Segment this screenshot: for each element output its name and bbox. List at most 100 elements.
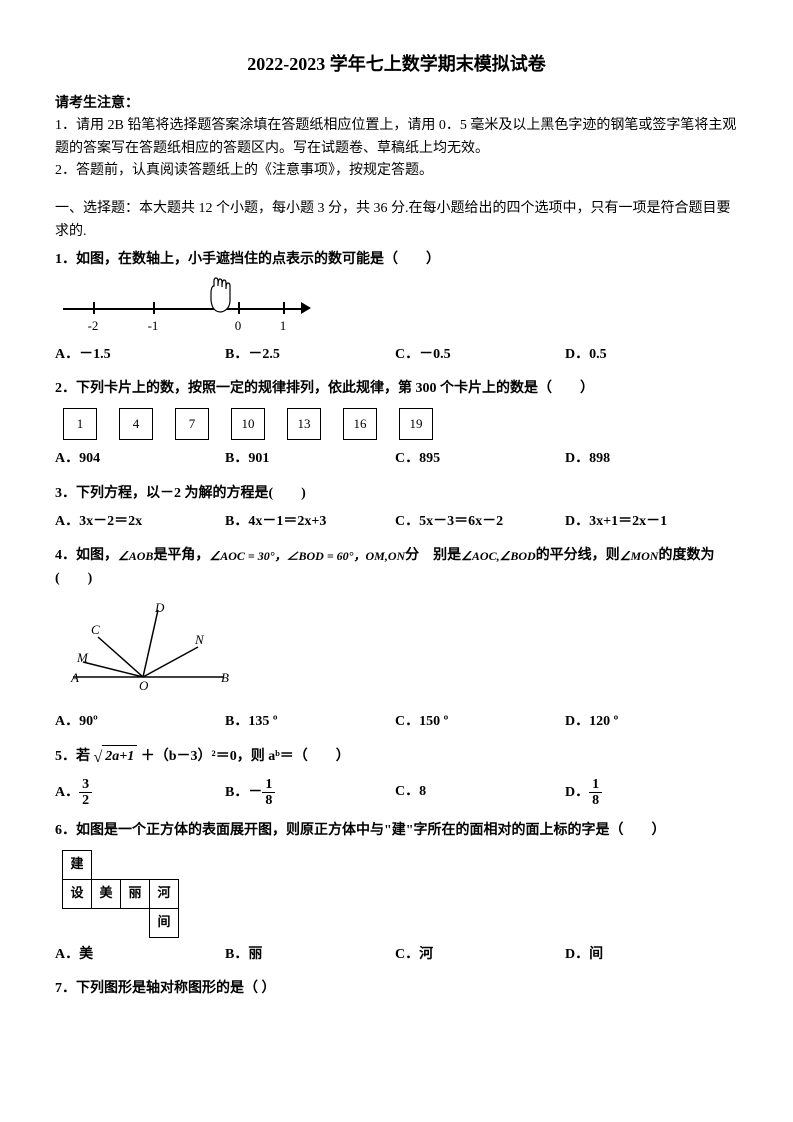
net-cell: 间 <box>149 908 179 938</box>
q4-options: A．90º B．135 º C．150 º D．120 º <box>55 711 738 733</box>
option-a: A．－1.5 <box>55 344 225 366</box>
cube-net: 建 设 美 丽 河 间 <box>63 851 738 938</box>
option-a: A．美 <box>55 944 225 966</box>
option-d: D．18 <box>565 777 735 809</box>
option-b: B．4x－1＝2x+3 <box>225 511 395 533</box>
option-c: C．－0.5 <box>395 344 565 366</box>
fraction: 32 <box>79 777 92 809</box>
card: 10 <box>231 408 265 440</box>
card-row: 1 4 7 10 13 16 19 <box>63 408 738 440</box>
option-d: D．120 º <box>565 711 735 733</box>
opt-a-pre: A． <box>55 785 79 800</box>
tick <box>93 302 95 314</box>
label-N: N <box>194 632 205 647</box>
option-c: C．河 <box>395 944 565 966</box>
option-c: C．8 <box>395 781 565 803</box>
numerator: 1 <box>262 777 275 793</box>
angle-mon: ∠MON <box>620 549 659 563</box>
q7-text: 7．下列图形是轴对称图形的是（ ） <box>55 978 738 1000</box>
tick-label: 1 <box>280 316 287 337</box>
fraction: 18 <box>262 777 275 809</box>
angle-aoc-bod-text: ∠AOC = 30°，∠BOD = 60°，OM,ON <box>209 549 405 563</box>
q5-pre: 5．若 <box>55 749 90 764</box>
tick <box>153 302 155 314</box>
label-O: O <box>139 678 149 692</box>
net-cell-blank <box>62 908 92 938</box>
question-3: 3．下列方程，以－2 为解的方程是( ) A．3x－2＝2x B．4x－1＝2x… <box>55 483 738 534</box>
denominator: 2 <box>79 793 92 808</box>
opt-b-pre: B．－ <box>225 785 262 800</box>
tick <box>283 302 285 314</box>
net-cell-blank <box>91 908 121 938</box>
label-B: B <box>221 670 229 685</box>
sqrt-icon: √ <box>94 745 103 771</box>
numerator: 3 <box>79 777 92 793</box>
net-cell: 美 <box>91 879 121 909</box>
net-cell: 建 <box>62 850 92 880</box>
section-1-head: 一、选择题：本大题共 12 个小题，每小题 3 分，共 36 分.在每小题给出的… <box>55 198 738 243</box>
tick-label: -1 <box>148 316 159 337</box>
question-6: 6．如图是一个正方体的表面展开图，则原正方体中与"建"字所在的面相对的面上标的字… <box>55 820 738 966</box>
option-a: A．90º <box>55 711 225 733</box>
notice-head: 请考生注意： <box>55 93 738 115</box>
q4-text: 4．如图，∠AOB是平角，∠AOC = 30°，∠BOD = 60°，OM,ON… <box>55 545 738 590</box>
q4-mid2: 分 别是 <box>405 548 461 563</box>
card: 1 <box>63 408 97 440</box>
option-a: A．904 <box>55 448 225 470</box>
option-a: A．3x－2＝2x <box>55 511 225 533</box>
q4-mid3: 的平分线，则 <box>536 548 620 563</box>
notice-line-1: 1．请用 2B 铅笔将选择题答案涂填在答题纸相应位置上，请用 0．5 毫米及以上… <box>55 115 738 160</box>
numline-axis <box>63 308 303 310</box>
option-a: A．32 <box>55 777 225 809</box>
q5-text: 5．若 √2a+1 ＋（b－3）²＝0，则 aᵇ＝（ ） <box>55 745 738 771</box>
notice-line-2: 2．答题前，认真阅读答题纸上的《注意事项》，按规定答题。 <box>55 160 738 182</box>
sqrt-content: 2a+1 <box>102 745 137 768</box>
q2-options: A．904 B．901 C．895 D．898 <box>55 448 738 470</box>
question-1: 1．如图，在数轴上，小手遮挡住的点表示的数可能是（ ） -2 -1 0 1 A．… <box>55 249 738 366</box>
question-2: 2．下列卡片上的数，按照一定的规律排列，依此规律，第 300 个卡片上的数是（ … <box>55 378 738 471</box>
card: 4 <box>119 408 153 440</box>
notice-block: 请考生注意： 1．请用 2B 铅笔将选择题答案涂填在答题纸相应位置上，请用 0．… <box>55 93 738 183</box>
question-7: 7．下列图形是轴对称图形的是（ ） <box>55 978 738 1000</box>
fraction: 18 <box>589 777 602 809</box>
hand-icon <box>205 276 235 314</box>
option-c: C．150 º <box>395 711 565 733</box>
q1-options: A．－1.5 B．－2.5 C．－0.5 D．0.5 <box>55 344 738 366</box>
label-M: M <box>76 650 89 665</box>
option-b: B．－18 <box>225 777 395 809</box>
option-d: D．3x+1＝2x－1 <box>565 511 735 533</box>
q2-text: 2．下列卡片上的数，按照一定的规律排列，依此规律，第 300 个卡片上的数是（ … <box>55 378 738 400</box>
option-b: B．丽 <box>225 944 395 966</box>
tick-label: 0 <box>235 316 242 337</box>
label-A: A <box>70 670 79 685</box>
angle-aob: ∠AOB <box>118 549 153 563</box>
q6-options: A．美 B．丽 C．河 D．间 <box>55 944 738 966</box>
option-c: C．5x－3＝6x－2 <box>395 511 565 533</box>
card: 7 <box>175 408 209 440</box>
option-b: B．901 <box>225 448 395 470</box>
card: 16 <box>343 408 377 440</box>
card: 13 <box>287 408 321 440</box>
question-5: 5．若 √2a+1 ＋（b－3）²＝0，则 aᵇ＝（ ） A．32 B．－18 … <box>55 745 738 808</box>
tick <box>238 302 240 314</box>
opt-d-pre: D． <box>565 785 589 800</box>
angle-diagram: A B O M C D N <box>63 602 233 692</box>
number-line: -2 -1 0 1 <box>63 278 313 338</box>
tick-label: -2 <box>88 316 99 337</box>
q5-options: A．32 B．－18 C．8 D．18 <box>55 777 738 809</box>
q4-pre: 4．如图， <box>55 548 118 563</box>
net-cell-blank <box>120 908 150 938</box>
angle-aoc-bod: ∠AOC,∠BOD <box>461 549 536 563</box>
question-4: 4．如图，∠AOB是平角，∠AOC = 30°，∠BOD = 60°，OM,ON… <box>55 545 738 733</box>
denominator: 8 <box>589 793 602 808</box>
net-cell: 设 <box>62 879 92 909</box>
option-c: C．895 <box>395 448 565 470</box>
card: 19 <box>399 408 433 440</box>
q4-mid1: 是平角， <box>153 548 209 563</box>
numerator: 1 <box>589 777 602 793</box>
page-title: 2022-2023 学年七上数学期末模拟试卷 <box>55 50 738 79</box>
arrow-right-icon <box>301 302 311 314</box>
q1-text: 1．如图，在数轴上，小手遮挡住的点表示的数可能是（ ） <box>55 249 738 271</box>
q3-options: A．3x－2＝2x B．4x－1＝2x+3 C．5x－3＝6x－2 D．3x+1… <box>55 511 738 533</box>
net-cell: 河 <box>149 879 179 909</box>
